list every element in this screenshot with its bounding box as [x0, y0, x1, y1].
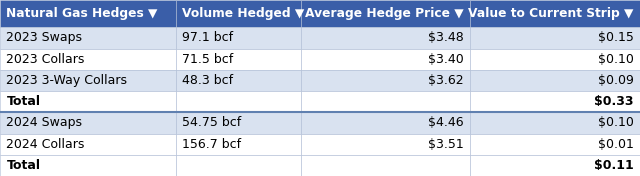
- Text: 97.1 bcf: 97.1 bcf: [182, 31, 234, 44]
- Text: Value to Current Strip ▼: Value to Current Strip ▼: [468, 7, 634, 20]
- Text: Average Hedge Price ▼: Average Hedge Price ▼: [305, 7, 464, 20]
- Bar: [301, 134, 470, 155]
- Text: Total: Total: [6, 95, 40, 108]
- Text: $0.15: $0.15: [598, 31, 634, 44]
- Bar: [176, 27, 301, 49]
- Bar: [176, 155, 301, 176]
- Bar: [470, 0, 640, 27]
- Bar: [0, 155, 176, 176]
- Text: Natural Gas Hedges ▼: Natural Gas Hedges ▼: [6, 7, 158, 20]
- Bar: [470, 134, 640, 155]
- Text: $3.51: $3.51: [428, 138, 464, 151]
- Bar: [301, 27, 470, 49]
- Bar: [176, 70, 301, 91]
- Text: $0.10: $0.10: [598, 53, 634, 66]
- Bar: [301, 0, 470, 27]
- Text: Total: Total: [6, 159, 40, 172]
- Text: 2023 Collars: 2023 Collars: [6, 53, 84, 66]
- Bar: [301, 49, 470, 70]
- Bar: [0, 49, 176, 70]
- Text: 2023 3-Way Collars: 2023 3-Way Collars: [6, 74, 127, 87]
- Bar: [470, 155, 640, 176]
- Text: 2023 Swaps: 2023 Swaps: [6, 31, 83, 44]
- Text: $0.33: $0.33: [594, 95, 634, 108]
- Text: $3.62: $3.62: [428, 74, 464, 87]
- Bar: [0, 112, 176, 134]
- Bar: [176, 134, 301, 155]
- Bar: [470, 112, 640, 134]
- Text: 54.75 bcf: 54.75 bcf: [182, 116, 242, 129]
- Text: 2024 Collars: 2024 Collars: [6, 138, 84, 151]
- Bar: [470, 91, 640, 112]
- Text: $0.10: $0.10: [598, 116, 634, 129]
- Bar: [301, 70, 470, 91]
- Bar: [176, 91, 301, 112]
- Text: $0.11: $0.11: [594, 159, 634, 172]
- Text: $4.46: $4.46: [428, 116, 464, 129]
- Bar: [176, 112, 301, 134]
- Bar: [0, 134, 176, 155]
- Bar: [0, 70, 176, 91]
- Bar: [470, 27, 640, 49]
- Bar: [0, 0, 176, 27]
- Bar: [301, 91, 470, 112]
- Text: 48.3 bcf: 48.3 bcf: [182, 74, 234, 87]
- Bar: [176, 49, 301, 70]
- Text: $0.01: $0.01: [598, 138, 634, 151]
- Bar: [0, 91, 176, 112]
- Bar: [470, 70, 640, 91]
- Text: $3.48: $3.48: [428, 31, 464, 44]
- Text: 71.5 bcf: 71.5 bcf: [182, 53, 234, 66]
- Bar: [301, 155, 470, 176]
- Bar: [470, 49, 640, 70]
- Text: Volume Hedged ▼: Volume Hedged ▼: [182, 7, 305, 20]
- Bar: [0, 27, 176, 49]
- Text: $0.09: $0.09: [598, 74, 634, 87]
- Text: 2024 Swaps: 2024 Swaps: [6, 116, 83, 129]
- Text: $3.40: $3.40: [428, 53, 464, 66]
- Text: 156.7 bcf: 156.7 bcf: [182, 138, 241, 151]
- Bar: [176, 0, 301, 27]
- Bar: [301, 112, 470, 134]
